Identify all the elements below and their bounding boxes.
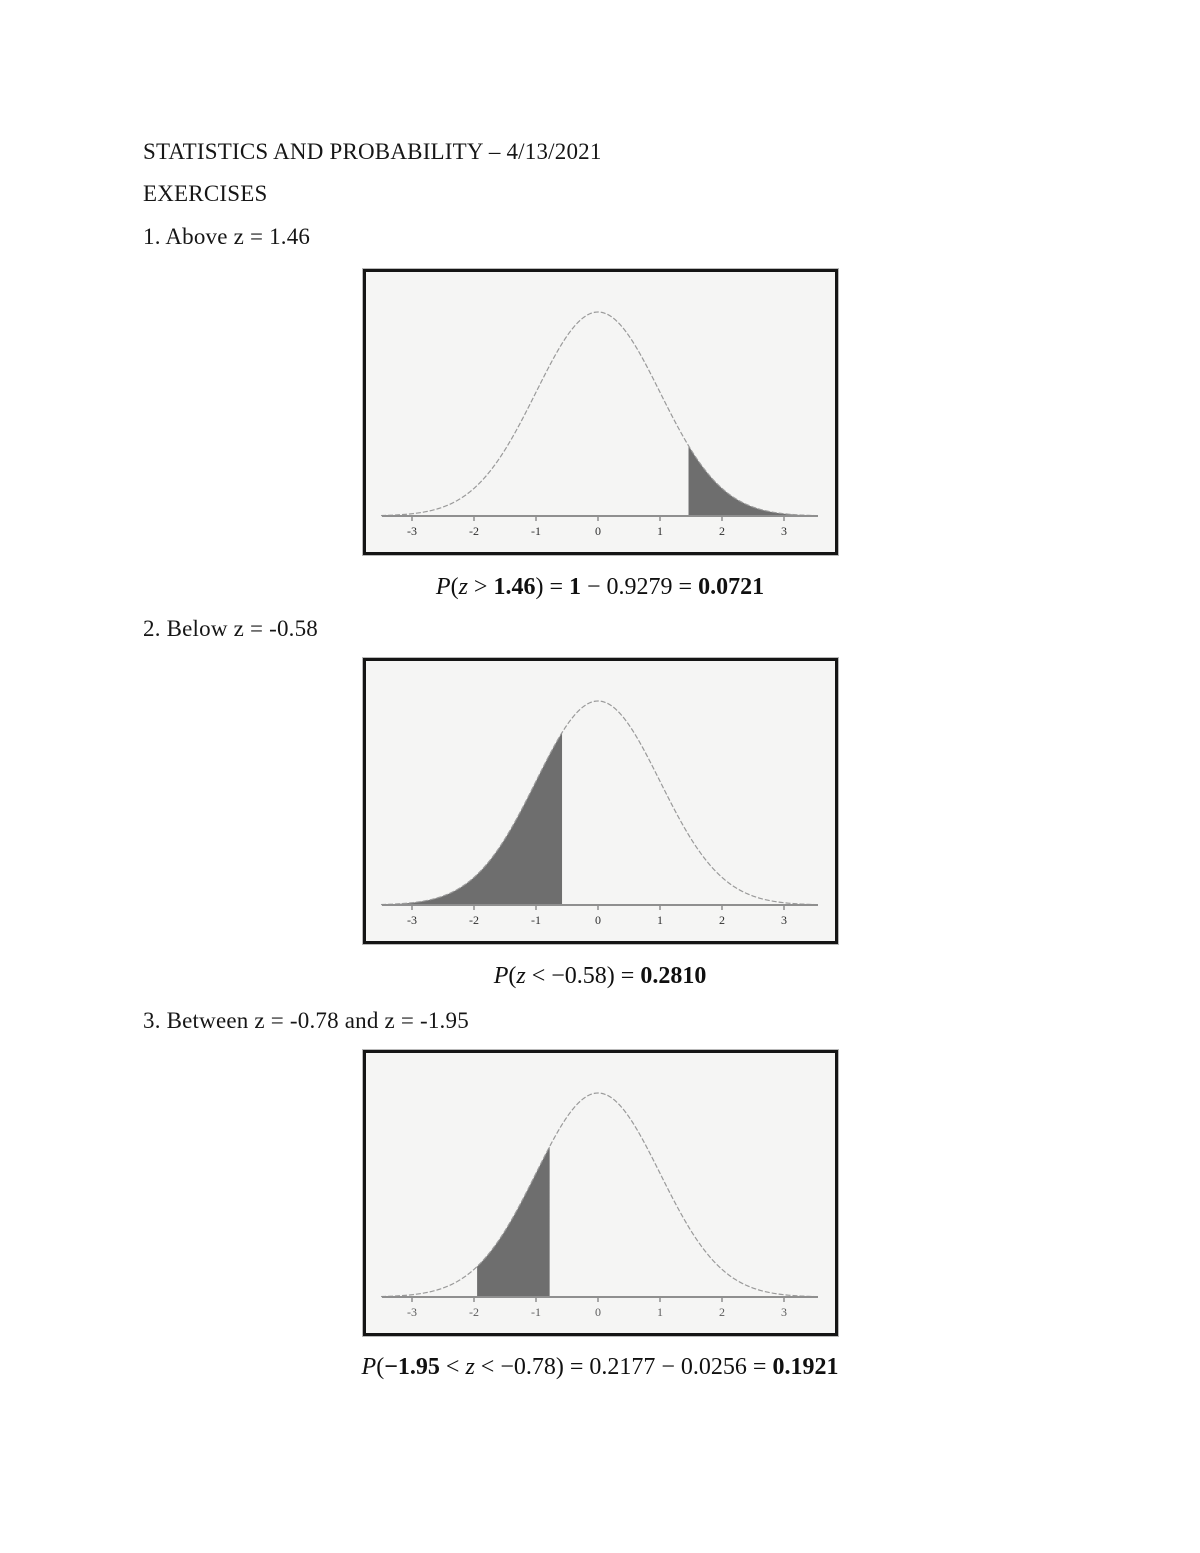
- axis-tick-label: -2: [469, 1305, 479, 1319]
- normal-curve-plot-below-z: -3 -2 -1 0 1 2 3: [380, 700, 818, 927]
- axis-tick-label: 2: [719, 1305, 725, 1319]
- formula-segment: P: [435, 574, 451, 600]
- shaded-area: [477, 1146, 550, 1297]
- bell-curve: [380, 1092, 815, 1298]
- exercise-2-chart-frame: -3 -2 -1 0 1 2 3: [363, 658, 838, 944]
- axis-tick-label: 0: [595, 913, 601, 927]
- formula-segment: 0.2810: [640, 963, 707, 989]
- axis-tick-label: 3: [781, 524, 787, 538]
- normal-curve-plot-above-z: -3 -2 -1 0 1 2 3: [380, 311, 818, 538]
- formula-segment: P: [361, 1354, 377, 1380]
- axis-tick-label: -1: [531, 913, 541, 927]
- shaded-area: [381, 732, 563, 905]
- formula-segment: < −0.78) = 0.2177 − 0.0256 =: [474, 1354, 773, 1380]
- exercise-1-chart-frame: -3 -2 -1 0 1 2 3: [363, 269, 838, 555]
- axis-tick-label: 2: [719, 913, 725, 927]
- axis-tick-label: -3: [407, 524, 417, 538]
- formula-segment: (: [450, 574, 459, 600]
- formula-segment: ) =: [535, 574, 569, 600]
- axis-tick-label: 3: [781, 913, 787, 927]
- exercise-3-formula: P(−1.95 < z < −0.78) = 0.2177 − 0.0256 =…: [0, 1354, 1200, 1380]
- axis-tick-label: 0: [595, 1305, 601, 1319]
- exercise-2-label: 2. Below z = -0.58: [143, 616, 318, 641]
- formula-segment: <: [439, 1354, 466, 1380]
- axis-tick-label: -2: [469, 524, 479, 538]
- bell-curve: [380, 311, 815, 517]
- formula-segment: 1.46: [493, 574, 536, 600]
- axis-tick-label: -3: [407, 913, 417, 927]
- formula-segment: − 0.9279 =: [581, 574, 699, 600]
- exercise-2-formula: P(z < −0.58) = 0.2810: [0, 963, 1200, 989]
- formula-segment: < −0.58) =: [525, 963, 641, 989]
- formula-segment: >: [467, 574, 494, 600]
- exercise-3-chart-frame: -3 -2 -1 0 1 2 3: [363, 1050, 838, 1336]
- axis-tick-label: 1: [657, 913, 663, 927]
- axis-tick-label: 0: [595, 524, 601, 538]
- normal-curve-plot-between-z: -3 -2 -1 0 1 2 3: [380, 1092, 818, 1319]
- axis-tick-label: -2: [469, 913, 479, 927]
- formula-segment: 0.1921: [772, 1354, 839, 1380]
- axis-tick-label: -1: [531, 524, 541, 538]
- formula-segment: 0.0721: [698, 574, 765, 600]
- formula-segment: z: [465, 1354, 475, 1380]
- axis-tick-label: 3: [781, 1305, 787, 1319]
- bell-curve: [380, 700, 815, 906]
- section-heading: EXERCISES: [143, 181, 268, 206]
- exercise-1-formula: P(z > 1.46) = 1 − 0.9279 = 0.0721: [0, 574, 1200, 600]
- axis-tick-label: -3: [407, 1305, 417, 1319]
- shaded-area: [688, 445, 815, 516]
- formula-segment: 1: [569, 574, 581, 600]
- formula-segment: (: [376, 1354, 385, 1380]
- axis-tick-label: 1: [657, 1305, 663, 1319]
- formula-segment: z: [516, 963, 526, 989]
- axis-tick-label: 1: [657, 524, 663, 538]
- formula-segment: −1.95: [384, 1354, 440, 1380]
- document-title: STATISTICS AND PROBABILITY – 4/13/2021: [143, 139, 602, 164]
- formula-segment: z: [458, 574, 468, 600]
- exercise-3-label: 3. Between z = -0.78 and z = -1.95: [143, 1008, 469, 1033]
- axis-tick-label: -1: [531, 1305, 541, 1319]
- formula-segment: P: [493, 963, 509, 989]
- formula-segment: (: [508, 963, 517, 989]
- axis-tick-label: 2: [719, 524, 725, 538]
- exercise-1-label: 1. Above z = 1.46: [143, 224, 311, 249]
